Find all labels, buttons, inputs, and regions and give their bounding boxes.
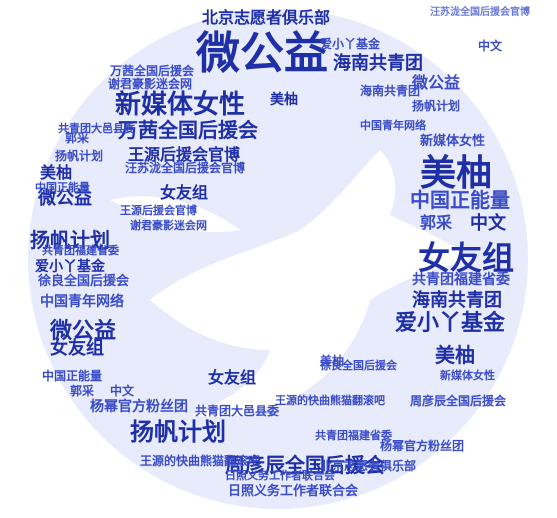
cloud-word: 微公益 [412, 73, 461, 92]
cloud-word: 海南共青团 [412, 290, 502, 311]
cloud-word: 谢君豪影迷会网 [130, 219, 207, 232]
cloud-word: 女友组 [50, 338, 104, 359]
cloud-word: 美柚 [270, 92, 298, 108]
cloud-word: 日照义务工作者联合会 [225, 469, 335, 482]
cloud-word: 汪苏泷全国后援会官博 [430, 7, 530, 18]
cloud-word: 女友组 [160, 183, 209, 202]
cloud-word: 海南共青团 [360, 84, 421, 98]
cloud-word: 美柚 [435, 343, 475, 367]
cloud-word: 共青团大邑县委 [58, 122, 135, 135]
cloud-word: 微公益 [50, 318, 117, 344]
cloud-word: 共青团福建省委 [412, 272, 510, 288]
cloud-word: 杨幂官方粉丝团 [380, 439, 465, 453]
cloud-word: 爱小丫基金 [320, 37, 381, 51]
cloud-word: 中国正能量 [35, 181, 90, 194]
cloud-word: 周彦辰全国后援会 [225, 453, 385, 477]
cloud-word: 万茜全国后援会 [118, 118, 258, 142]
cloud-word: 共青团福建省委 [42, 244, 119, 257]
cloud-word: 共青团大邑县委 [195, 404, 280, 418]
cloud-word: 周彦辰全国后援会 [410, 394, 507, 408]
cloud-word: 北京志愿者俱乐部 [202, 8, 331, 27]
cloud-word: 爱小丫基金 [395, 310, 506, 336]
cloud-word: 新媒体女性 [420, 134, 486, 149]
cloud-word: 北京志愿者俱乐部 [320, 459, 417, 473]
cloud-word: 美柚 [40, 163, 73, 182]
cloud-word: 万茜全国后援会 [110, 64, 195, 78]
cloud-word: 中文 [110, 384, 135, 398]
cloud-word: 微公益 [196, 28, 328, 79]
cloud-word: 中国青年网络 [40, 294, 124, 310]
cloud-word: 新媒体女性 [440, 369, 495, 382]
cloud-word: 郭采 [420, 213, 453, 232]
cloud-word: 王源后援会官博 [128, 145, 241, 164]
cloud-word: 中国正能量 [410, 188, 510, 212]
cloud-word: 中国青年网络 [360, 119, 426, 132]
cloud-word: 美柚 [320, 354, 345, 368]
cloud-word: 扬帆计划 [55, 149, 104, 163]
cloud-word: 美柚 [420, 152, 493, 194]
cloud-word: 汪苏泷全国后援会官博 [125, 161, 246, 175]
cloud-word: 王源的快曲熊猫翻滚吧 [140, 454, 261, 468]
cloud-word: 微公益 [38, 188, 92, 209]
cloud-word: 爱小丫基金 [35, 259, 105, 275]
cloud-word: 新媒体女性 [115, 90, 246, 120]
cloud-word: 王源后援会官博 [120, 204, 197, 217]
cloud-word: 郭采 [65, 131, 90, 145]
cloud-word: 王源的快曲熊猫翻滚吧 [275, 394, 385, 407]
cloud-word: 女友组 [208, 368, 257, 387]
cloud-word: 扬帆计划 [412, 99, 461, 113]
cloud-word: 中国正能量 [42, 369, 103, 383]
cloud-word: 日照义务工作者联合会 [228, 484, 359, 499]
cloud-word: 扬帆计划 [30, 228, 110, 252]
cloud-word: 女友组 [418, 239, 515, 277]
cloud-word: 扬帆计划 [130, 417, 226, 446]
cloud-word: 共青团福建省委 [315, 429, 392, 442]
cloud-word: 谢君豪影迷会网 [108, 77, 193, 91]
cloud-word: 徐良全国后援会 [320, 359, 397, 372]
cloud-word: 中文 [478, 39, 503, 53]
cloud-word: 杨幂官方粉丝团 [90, 399, 188, 415]
cloud-word: 徐良全国后援会 [38, 274, 130, 289]
cloud-word: 郭采 [70, 384, 95, 398]
cloud-word: 海南共青团 [333, 53, 423, 74]
cloud-word: 中文 [470, 213, 506, 234]
